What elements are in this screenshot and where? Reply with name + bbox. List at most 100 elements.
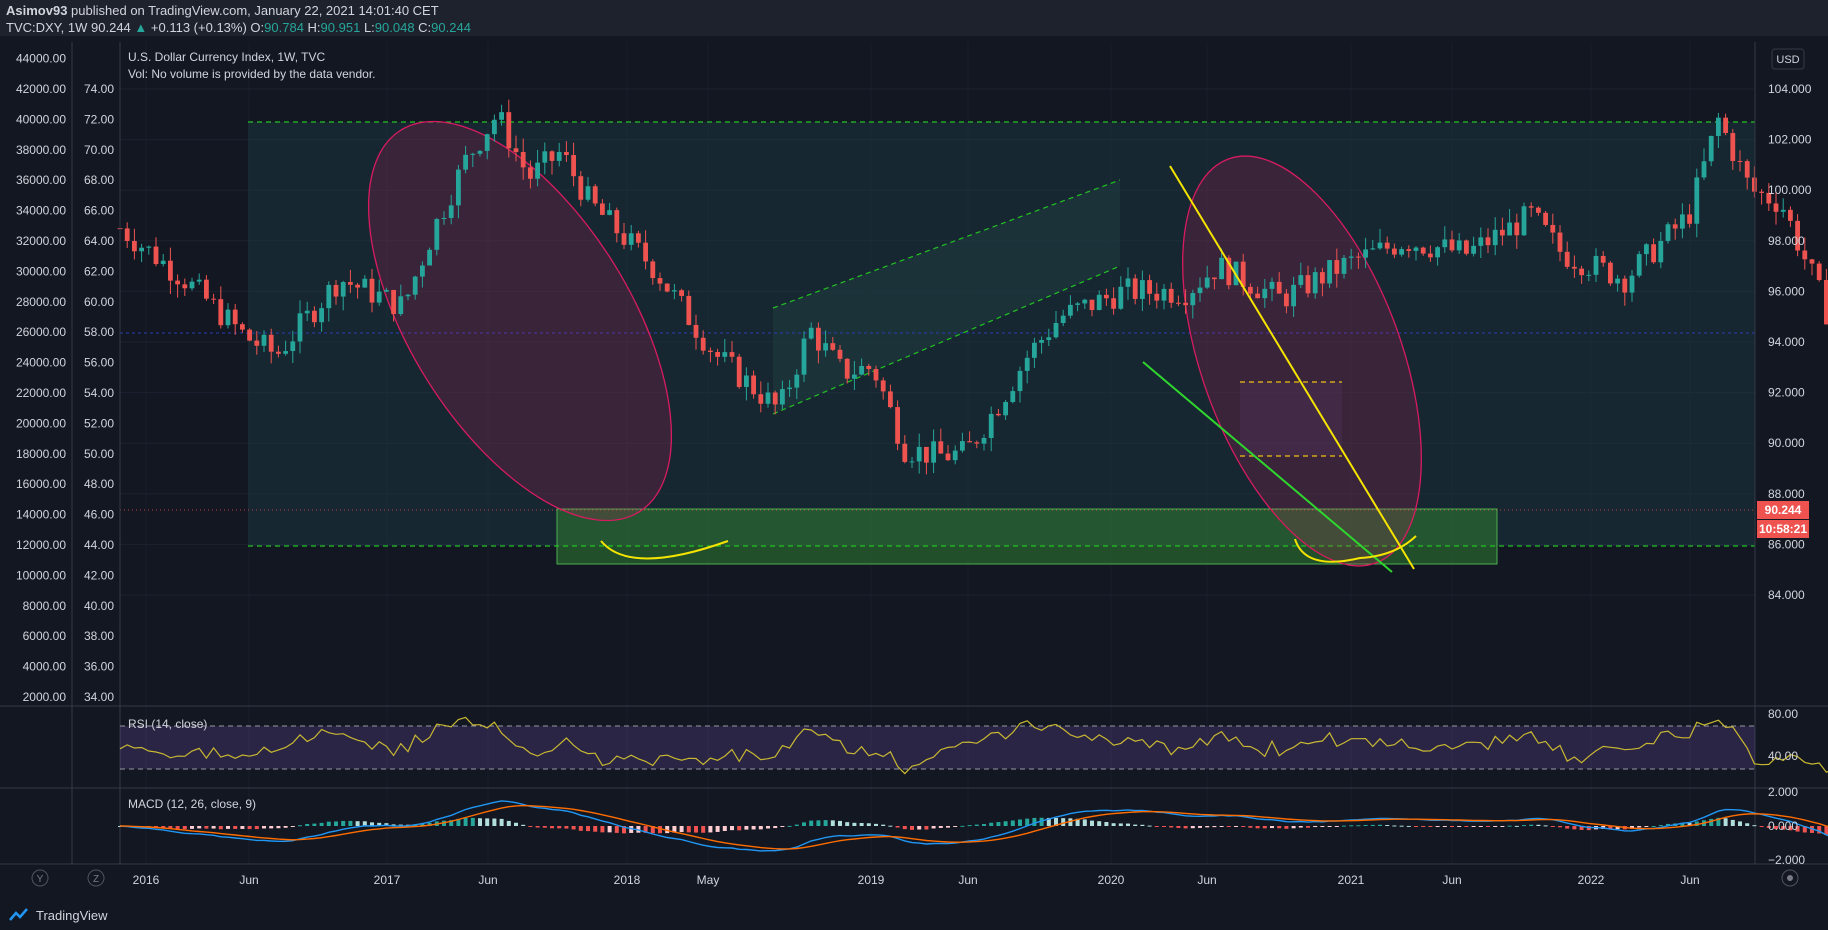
candle-body	[1572, 266, 1577, 269]
macd-bar	[1205, 826, 1210, 828]
candle-body	[1752, 177, 1757, 192]
left-inner-axis-tick: 66.00	[84, 204, 114, 218]
settings-gear-icon[interactable]	[1781, 869, 1799, 887]
left-outer-axis-tick: 6000.00	[23, 629, 67, 643]
candle-body	[1284, 293, 1289, 307]
candle-body	[1622, 278, 1628, 293]
publisher-name[interactable]: Asimov93	[6, 3, 68, 18]
macd-bar	[1248, 826, 1253, 828]
macd-bar	[751, 826, 756, 830]
candle-body	[981, 437, 987, 444]
macd-bar	[1738, 821, 1742, 826]
candle-body	[650, 261, 656, 279]
candle-body	[124, 228, 130, 241]
right-axis-tick: 92.000	[1768, 386, 1805, 400]
candle-body	[744, 375, 749, 387]
macd-bar	[1730, 819, 1735, 826]
candle-body	[1665, 224, 1671, 241]
macd-bar	[1025, 818, 1030, 826]
candle-body	[1363, 249, 1368, 258]
macd-bar	[967, 825, 972, 827]
macd-bar	[1471, 826, 1476, 827]
macd-bar	[1637, 826, 1642, 828]
macd-bar	[917, 826, 922, 830]
price-chart[interactable]: 84.000 86.000 88.000 90.000 92.000 94.000 96.0…	[0, 36, 1828, 900]
time-axis-label: 2021	[1338, 873, 1365, 887]
tradingview-logo[interactable]: TradingView	[8, 907, 108, 923]
scale-y-button[interactable]: Y	[31, 869, 49, 887]
right-bottom-arc	[1294, 535, 1417, 563]
candle-body	[1615, 278, 1620, 284]
candle-body	[1219, 257, 1224, 280]
macd-bar	[845, 822, 850, 826]
macd-bar	[1133, 824, 1138, 826]
macd-bar	[953, 826, 958, 827]
macd-bar	[895, 826, 900, 828]
candle-body	[319, 308, 324, 323]
candle-body	[823, 343, 828, 351]
candle-body	[974, 442, 980, 444]
candle-body	[700, 337, 706, 351]
macd-bar	[370, 822, 374, 826]
candle-body	[1478, 237, 1484, 246]
candle-body	[1075, 303, 1080, 305]
symbol-label[interactable]: TVC:DXY, 1W	[6, 20, 88, 35]
macd-bar	[1363, 824, 1368, 826]
left-inner-axis-tick: 62.00	[84, 264, 114, 278]
candle-body	[175, 280, 180, 285]
candle-body	[1550, 224, 1556, 233]
macd-bar	[1536, 824, 1541, 826]
scale-z-button[interactable]: Z	[87, 869, 105, 887]
macd-bar	[211, 826, 216, 829]
change-arrow-icon: ▲	[134, 20, 148, 35]
macd-bar	[305, 823, 310, 826]
macd-bar	[989, 822, 994, 826]
close-value: 90.244	[431, 20, 471, 35]
macd-bar	[1147, 825, 1152, 827]
candle-body	[1039, 340, 1044, 343]
candle-body	[1485, 237, 1491, 246]
candle-body	[1536, 207, 1541, 213]
macd-bar	[218, 826, 223, 830]
left-inner-axis-tick: 68.00	[84, 173, 114, 187]
candle-body	[628, 233, 634, 245]
candle-body	[1089, 299, 1095, 310]
macd-bar	[1435, 826, 1440, 827]
right-axis-tick: 104.000	[1768, 82, 1812, 96]
time-axis-label: 2016	[133, 873, 160, 887]
candle-body	[1068, 304, 1073, 316]
change-value: +0.113 (+0.13%)	[150, 20, 247, 35]
candle-body	[1658, 240, 1664, 263]
macd-bar	[672, 826, 677, 833]
candle-body	[1413, 247, 1419, 251]
time-axis-label: Jun	[1680, 873, 1699, 887]
candle-body	[1608, 262, 1613, 284]
macd-bar	[1543, 825, 1548, 827]
macd-bar	[1493, 826, 1498, 827]
macd-bar	[1068, 818, 1073, 826]
rsi-band	[120, 726, 1755, 769]
candle-body	[1305, 275, 1311, 294]
candle-body	[276, 351, 281, 354]
macd-bar	[600, 826, 605, 833]
candle-body	[168, 260, 173, 281]
macd-bar	[809, 820, 814, 826]
candle-body	[1053, 323, 1059, 338]
candle-body	[1377, 242, 1383, 249]
candle-body	[261, 334, 267, 346]
candle-body	[542, 151, 548, 163]
macd-bar	[1349, 825, 1354, 827]
candle-body	[1276, 281, 1282, 294]
macd-bar	[485, 818, 490, 826]
currency-button[interactable]: USD	[1771, 48, 1805, 70]
candle-body	[1111, 298, 1116, 309]
last-price-tag: 90.244	[1757, 501, 1809, 519]
candle-body	[369, 278, 375, 303]
candle-body	[1435, 247, 1440, 258]
left-outer-axis-tick: 40000.00	[16, 112, 66, 126]
currency-label: USD	[1776, 54, 1799, 66]
macd-bar	[1651, 825, 1656, 827]
macd-bar	[1010, 820, 1015, 826]
macd-bar	[1320, 826, 1325, 828]
candle-body	[657, 278, 663, 284]
